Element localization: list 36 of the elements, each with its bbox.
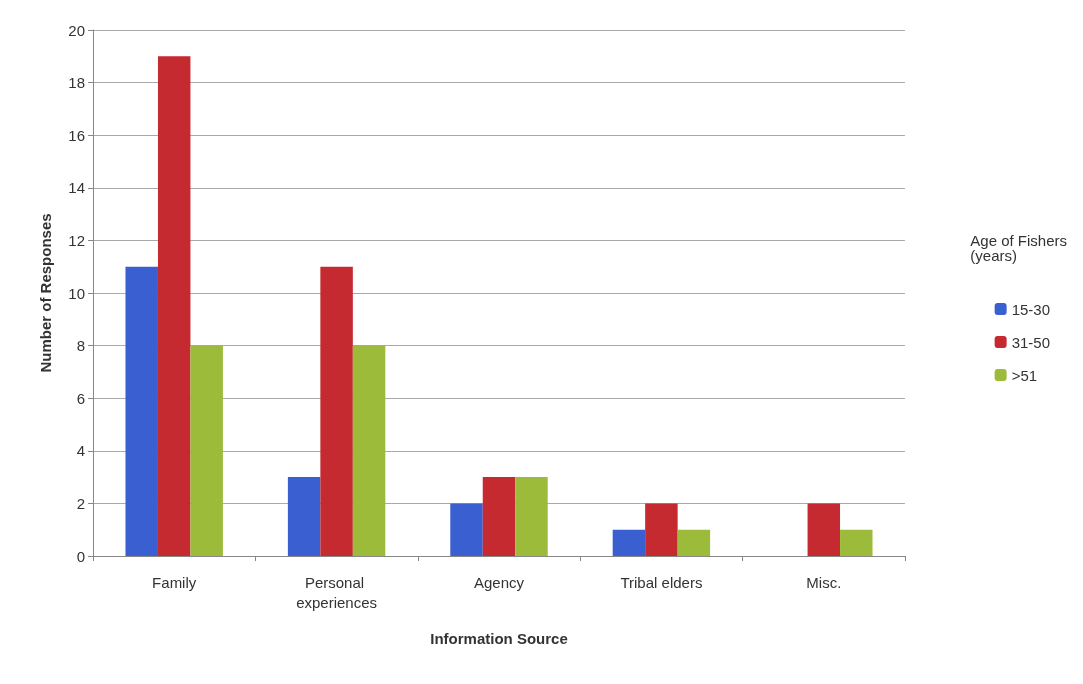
bar: [157, 56, 191, 556]
x-tick-label: Misc.: [806, 573, 842, 591]
x-tick-label: Personal experiences: [296, 573, 378, 611]
bar: [807, 503, 841, 556]
bar: [352, 345, 386, 556]
bar: [645, 503, 678, 556]
x-axis-title: Information Source: [430, 630, 568, 647]
bar: [612, 529, 646, 556]
y-tick-label: 18: [68, 74, 85, 92]
y-tick-label: 0: [76, 547, 85, 565]
x-tick-label: Family: [152, 573, 197, 591]
bar: [450, 503, 483, 556]
bar: [125, 266, 158, 556]
bar: [840, 529, 873, 556]
y-tick-label: 10: [68, 284, 85, 302]
x-tick-label: Agency: [473, 573, 525, 591]
legend-label: 31-50: [1011, 333, 1051, 351]
legend-label: 15-30: [1011, 300, 1051, 318]
bar: [287, 477, 321, 556]
bar: [190, 345, 223, 556]
bar: [320, 266, 353, 556]
bar: [677, 529, 711, 556]
y-tick-label: 20: [68, 21, 85, 39]
y-tick-label: 2: [76, 494, 85, 512]
y-tick-label: 4: [76, 442, 85, 460]
y-tick-label: 8: [76, 337, 85, 355]
legend-title: Age of Fishers (years): [970, 232, 1068, 264]
y-tick-label: 6: [76, 389, 85, 407]
x-tick-label: Tribal elders: [620, 573, 703, 591]
bar: [482, 477, 516, 556]
y-axis-title: Number of Responses: [37, 213, 54, 373]
bar: [515, 477, 548, 556]
y-tick-label: 16: [68, 126, 85, 144]
legend-label: >51: [1011, 366, 1038, 384]
y-tick-label: 12: [68, 231, 85, 249]
y-tick-label: 14: [68, 179, 85, 197]
